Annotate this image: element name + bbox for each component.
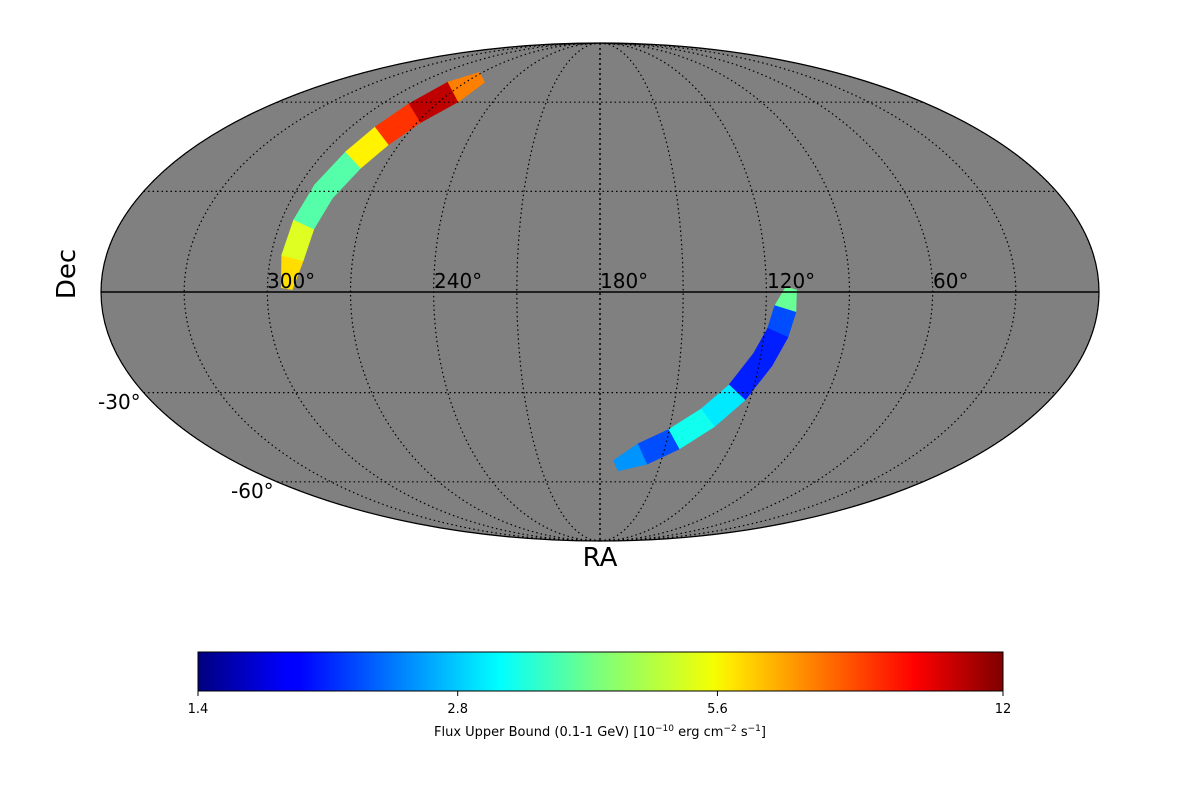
meridian-line bbox=[349, 43, 601, 541]
colorbar-tick-label: 12 bbox=[995, 702, 1012, 717]
ra-tick-label-180: 180° bbox=[600, 269, 648, 293]
ra-tick-label-240: 240° bbox=[434, 269, 482, 293]
flux-regions bbox=[280, 72, 797, 472]
dec-tick-label-minus30: -30° bbox=[98, 390, 141, 414]
colorbar-label-exp2: −2 bbox=[723, 724, 736, 734]
y-axis-label: Dec bbox=[52, 249, 82, 299]
colorbar-label-exp1: −10 bbox=[655, 724, 674, 734]
colorbar-ticks: 1.4 2.8 5.6 12 bbox=[188, 691, 1012, 717]
x-axis-label: RA bbox=[583, 543, 618, 573]
flux-region-segment bbox=[447, 72, 485, 103]
colorbar-label-end: ] bbox=[761, 725, 766, 740]
colorbar-label-main: Flux Upper Bound (0.1-1 GeV) [10 bbox=[434, 725, 655, 740]
ra-tick-label-120: 120° bbox=[767, 269, 815, 293]
flux-region-segment bbox=[613, 443, 648, 472]
dec-tick-label-minus60: -60° bbox=[231, 479, 274, 503]
sky-outline bbox=[100, 42, 1100, 542]
ra-tick-label-300: 300° bbox=[267, 269, 315, 293]
colorbar-label-exp3: −1 bbox=[748, 724, 761, 734]
colorbar-tick-label: 5.6 bbox=[707, 702, 728, 717]
colorbar-label-mid2: s bbox=[737, 725, 748, 740]
colorbar-tick-label: 1.4 bbox=[188, 702, 209, 717]
meridian-line bbox=[599, 43, 851, 541]
colorbar-label-mid1: erg cm bbox=[674, 725, 723, 740]
ra-tick-label-60: 60° bbox=[933, 269, 968, 293]
colorbar-label: Flux Upper Bound (0.1-1 GeV) [10−10 erg … bbox=[434, 724, 766, 740]
colorbar-tick-label: 2.8 bbox=[447, 702, 468, 717]
colorbar bbox=[197, 651, 1004, 692]
